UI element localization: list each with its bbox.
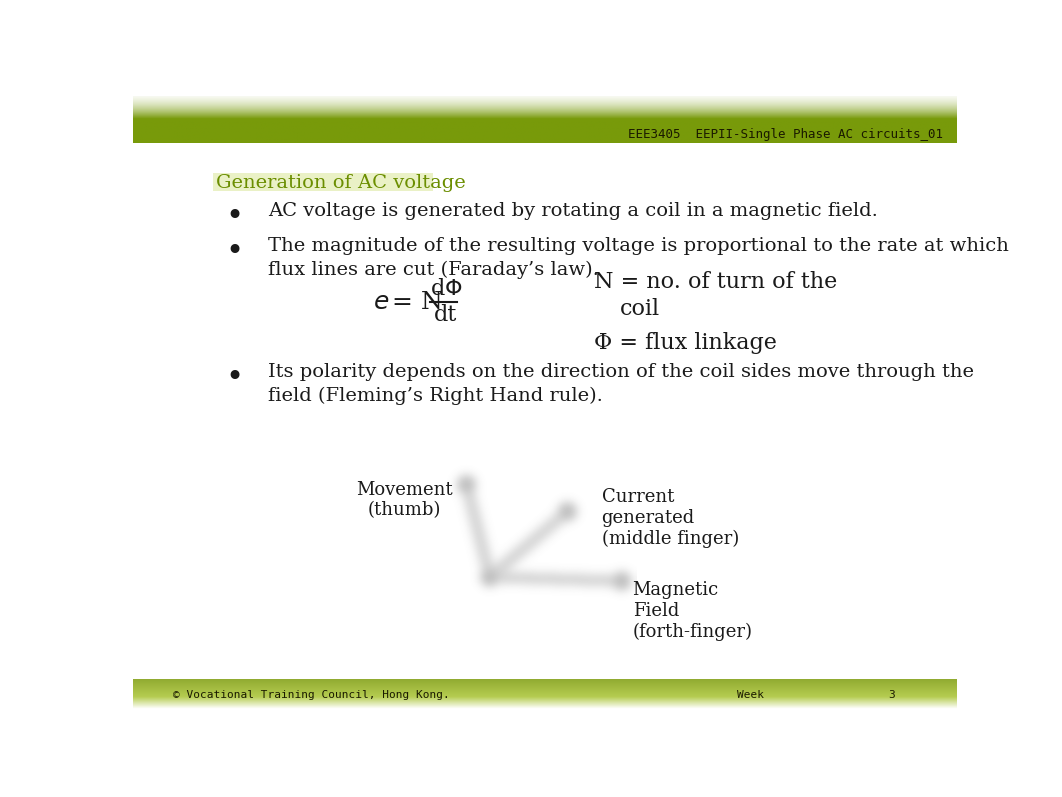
Text: Magnetic
Field
(forth-finger): Magnetic Field (forth-finger)	[633, 581, 753, 641]
Text: = N: = N	[392, 290, 443, 313]
Text: flux lines are cut (Faraday’s law).: flux lines are cut (Faraday’s law).	[269, 261, 599, 280]
Text: Generation of AC voltage: Generation of AC voltage	[217, 175, 466, 192]
Text: Its polarity depends on the direction of the coil sides move through the: Its polarity depends on the direction of…	[269, 363, 974, 381]
Text: AC voltage is generated by rotating a coil in a magnetic field.: AC voltage is generated by rotating a co…	[269, 202, 878, 220]
Text: d$\Phi$: d$\Phi$	[430, 278, 463, 300]
Bar	[212, 173, 433, 191]
Text: 3: 3	[889, 689, 895, 700]
Text: •: •	[226, 363, 244, 392]
Text: dt: dt	[434, 304, 458, 326]
Text: Movement
(thumb): Movement (thumb)	[356, 481, 452, 520]
Text: N = no. of turn of the: N = no. of turn of the	[594, 271, 837, 293]
Text: Week: Week	[737, 689, 765, 700]
Text: Φ = flux linkage: Φ = flux linkage	[594, 332, 776, 354]
Text: •: •	[226, 237, 244, 265]
Text: •: •	[226, 202, 244, 231]
Text: The magnitude of the resulting voltage is proportional to the rate at which: The magnitude of the resulting voltage i…	[269, 237, 1009, 254]
Text: field (Fleming’s Right Hand rule).: field (Fleming’s Right Hand rule).	[269, 387, 603, 405]
Text: Current
generated
(middle finger): Current generated (middle finger)	[602, 489, 739, 548]
Text: © Vocational Training Council, Hong Kong.: © Vocational Training Council, Hong Kong…	[173, 689, 450, 700]
Text: EEE3405  EEPII-Single Phase AC circuits_01: EEE3405 EEPII-Single Phase AC circuits_0…	[628, 128, 943, 140]
Text: $e$: $e$	[373, 290, 390, 314]
Text: coil: coil	[619, 298, 660, 320]
